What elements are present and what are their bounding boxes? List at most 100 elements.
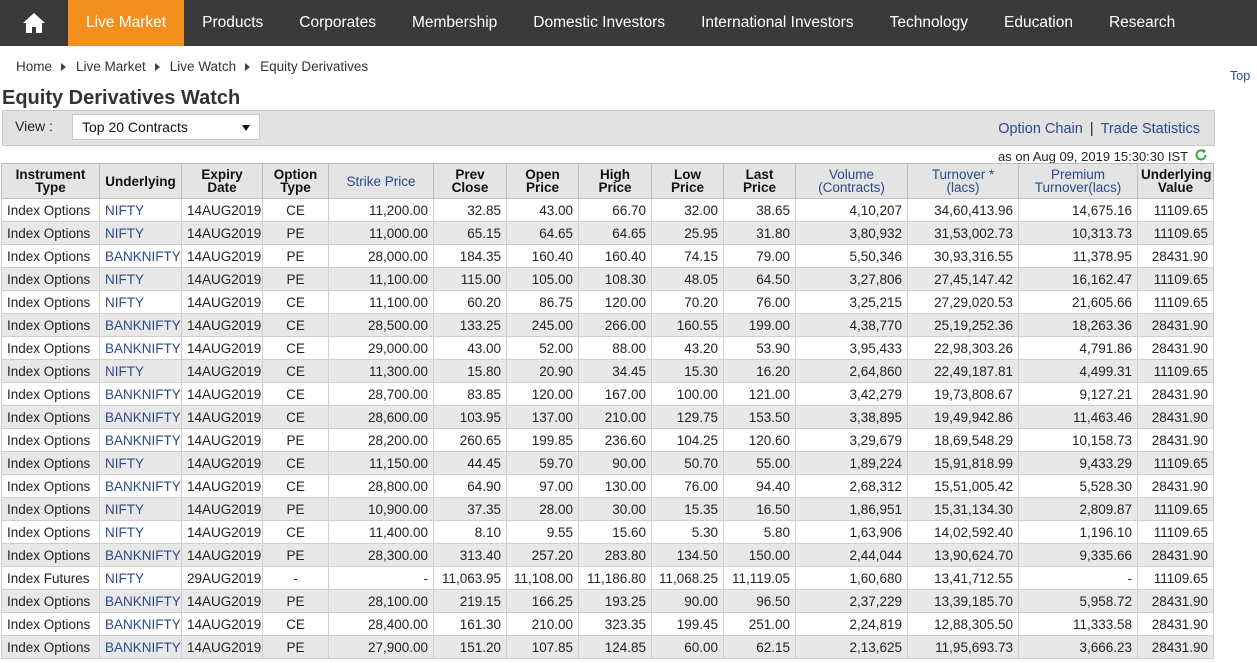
table-cell: 22,98,303.26 bbox=[907, 336, 1019, 360]
nav-item-education[interactable]: Education bbox=[1004, 14, 1073, 31]
table-cell: 184.35 bbox=[433, 244, 507, 268]
underlying-link[interactable]: BANKNIFTY bbox=[99, 405, 182, 429]
underlying-link[interactable]: NIFTY bbox=[99, 451, 182, 475]
table-cell: 3,25,215 bbox=[795, 290, 908, 314]
table-cell: 31,53,002.73 bbox=[907, 221, 1019, 245]
refresh-icon[interactable] bbox=[1194, 148, 1208, 165]
trade-statistics-link[interactable]: Trade Statistics bbox=[1100, 121, 1200, 137]
underlying-link[interactable]: NIFTY bbox=[99, 290, 182, 314]
breadcrumb-separator-icon bbox=[245, 62, 251, 71]
table-cell: 83.85 bbox=[433, 382, 507, 406]
table-cell: Index Options bbox=[1, 451, 100, 475]
view-select[interactable]: Top 20 Contracts bbox=[72, 114, 260, 140]
table-row: Index Options NIFTY 14AUG2019 PE 11,100.00 11… bbox=[1, 267, 1214, 291]
nav-item-corporates[interactable]: Corporates bbox=[299, 14, 376, 31]
column-header: Prev Close bbox=[433, 163, 507, 199]
top-navigation: Live Market Products Corporates Membership D… bbox=[0, 0, 1257, 46]
underlying-link[interactable]: BANKNIFTY bbox=[99, 336, 182, 360]
underlying-link[interactable]: BANKNIFTY bbox=[99, 244, 182, 268]
underlying-link[interactable]: BANKNIFTY bbox=[99, 612, 182, 636]
table-cell: 105.00 bbox=[506, 267, 579, 291]
table-cell: 323.35 bbox=[578, 612, 652, 636]
table-cell: 137.00 bbox=[506, 405, 579, 429]
table-cell: CE bbox=[262, 290, 329, 314]
table-cell: 11,063.95 bbox=[433, 566, 507, 590]
underlying-link[interactable]: NIFTY bbox=[99, 267, 182, 291]
underlying-link[interactable]: BANKNIFTY bbox=[99, 382, 182, 406]
underlying-link[interactable]: BANKNIFTY bbox=[99, 428, 182, 452]
breadcrumb-live-watch[interactable]: Live Watch bbox=[169, 59, 237, 74]
breadcrumb-live-market[interactable]: Live Market bbox=[76, 59, 146, 74]
table-cell: 120.60 bbox=[723, 428, 796, 452]
column-header[interactable]: Volume (Contracts) bbox=[795, 163, 908, 199]
underlying-link[interactable]: NIFTY bbox=[99, 520, 182, 544]
underlying-link[interactable]: BANKNIFTY bbox=[99, 313, 182, 337]
table-cell: CE bbox=[262, 451, 329, 475]
column-header-line2: Price bbox=[525, 180, 560, 195]
table-cell: - bbox=[328, 566, 434, 590]
underlying-link[interactable]: NIFTY bbox=[99, 221, 182, 245]
table-cell: 76.00 bbox=[723, 290, 796, 314]
table-cell: 11,378.95 bbox=[1018, 244, 1138, 268]
top-link[interactable]: Top bbox=[1230, 69, 1251, 83]
table-cell: 28431.90 bbox=[1137, 244, 1214, 268]
table-cell: 28431.90 bbox=[1137, 635, 1214, 659]
table-row: Index Options BANKNIFTY 14AUG2019 PE 27,900.… bbox=[1, 635, 1214, 659]
nav-item-technology[interactable]: Technology bbox=[889, 14, 968, 31]
column-header-line2: Turnover(lacs) bbox=[1034, 180, 1122, 195]
nav-item-membership[interactable]: Membership bbox=[411, 14, 498, 31]
table-cell: PE bbox=[262, 428, 329, 452]
table-cell: 28431.90 bbox=[1137, 313, 1214, 337]
table-cell: 20.90 bbox=[506, 359, 579, 383]
home-button[interactable] bbox=[0, 0, 68, 46]
table-cell: 28,400.00 bbox=[328, 612, 434, 636]
underlying-link[interactable]: BANKNIFTY bbox=[99, 474, 182, 498]
underlying-link[interactable]: NIFTY bbox=[99, 497, 182, 521]
table-cell: 34.45 bbox=[578, 359, 652, 383]
underlying-link[interactable]: BANKNIFTY bbox=[99, 635, 182, 659]
column-header-line2: Close bbox=[451, 180, 489, 195]
table-cell: 266.00 bbox=[578, 313, 652, 337]
table-cell: 28431.90 bbox=[1137, 589, 1214, 613]
column-header[interactable]: Turnover * (lacs) bbox=[907, 163, 1019, 199]
nav-item-international-investors[interactable]: International Investors bbox=[701, 14, 854, 31]
viewbar-links: Option Chain | Trade Statistics bbox=[998, 121, 1200, 137]
table-cell: 8.10 bbox=[433, 520, 507, 544]
table-row: Index Options BANKNIFTY 14AUG2019 CE 28,500.… bbox=[1, 313, 1214, 337]
underlying-link[interactable]: NIFTY bbox=[99, 566, 182, 590]
underlying-link[interactable]: NIFTY bbox=[99, 359, 182, 383]
table-cell: 97.00 bbox=[506, 474, 579, 498]
table-cell: 66.70 bbox=[578, 198, 652, 222]
nav-item-research[interactable]: Research bbox=[1108, 14, 1176, 31]
underlying-link[interactable]: NIFTY bbox=[99, 198, 182, 222]
breadcrumb-home[interactable]: Home bbox=[16, 59, 53, 74]
nav-item-domestic-investors[interactable]: Domestic Investors bbox=[533, 14, 666, 31]
table-cell: 14AUG2019 bbox=[181, 405, 263, 429]
table-cell: 14AUG2019 bbox=[181, 244, 263, 268]
table-cell: 37.35 bbox=[433, 497, 507, 521]
table-cell: 27,29,020.53 bbox=[907, 290, 1019, 314]
page-title: Equity Derivatives Watch bbox=[2, 87, 241, 109]
table-row: Index Options BANKNIFTY 14AUG2019 PE 28,300.… bbox=[1, 543, 1214, 567]
column-header: Expiry Date bbox=[181, 163, 263, 199]
table-cell: 3,27,806 bbox=[795, 267, 908, 291]
table-cell: 120.00 bbox=[578, 290, 652, 314]
table-cell: 9.55 bbox=[506, 520, 579, 544]
column-header[interactable]: Strike Price bbox=[328, 163, 434, 199]
table-cell: 166.25 bbox=[506, 589, 579, 613]
table-cell: 14AUG2019 bbox=[181, 497, 263, 521]
table-cell: 160.40 bbox=[578, 244, 652, 268]
nav-item-live-market[interactable]: Live Market bbox=[68, 0, 185, 46]
table-cell: 3,80,932 bbox=[795, 221, 908, 245]
option-chain-link[interactable]: Option Chain bbox=[998, 121, 1083, 137]
column-header[interactable]: Premium Turnover(lacs) bbox=[1018, 163, 1138, 199]
table-cell: 14,02,592.40 bbox=[907, 520, 1019, 544]
column-header-line2: Date bbox=[207, 180, 237, 195]
table-cell: 14AUG2019 bbox=[181, 382, 263, 406]
table-cell: 16.50 bbox=[723, 497, 796, 521]
underlying-link[interactable]: BANKNIFTY bbox=[99, 589, 182, 613]
underlying-link[interactable]: BANKNIFTY bbox=[99, 543, 182, 567]
table-row: Index Options NIFTY 14AUG2019 CE 11,100.00 60… bbox=[1, 290, 1214, 314]
column-header: Option Type bbox=[262, 163, 329, 199]
nav-item-products[interactable]: Products bbox=[202, 14, 264, 31]
